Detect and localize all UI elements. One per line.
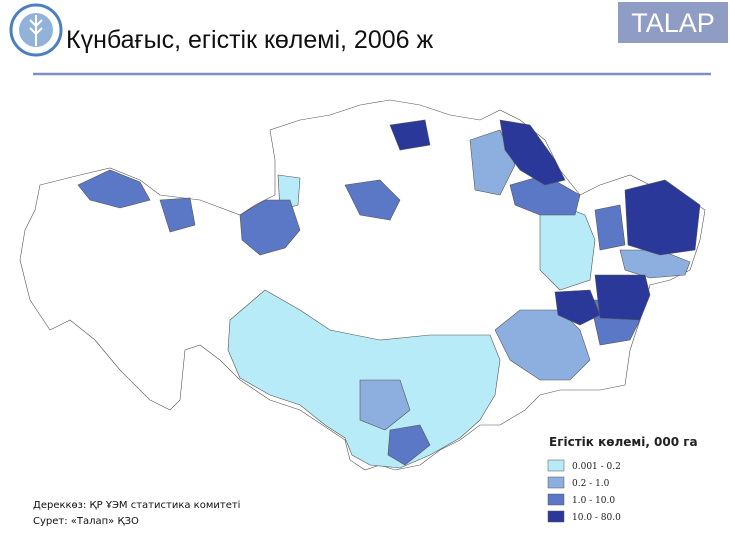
- logo: [9, 3, 63, 57]
- region: [359, 379, 411, 431]
- legend-swatch: [547, 493, 565, 506]
- title: Күнбағыс, егістік көлемі, 2006 ж: [66, 26, 433, 54]
- legend-label: 1.0 - 10.0: [572, 496, 615, 506]
- region: [554, 289, 601, 326]
- region: [227, 289, 501, 469]
- region: [469, 129, 516, 196]
- region: [499, 119, 566, 186]
- brand-box: [618, 2, 728, 43]
- brand: TALAP: [631, 8, 715, 38]
- region: [77, 169, 151, 209]
- region: [624, 179, 701, 256]
- region: [344, 179, 401, 221]
- region: [494, 309, 591, 381]
- map: [19, 99, 706, 471]
- legend-label: 10.0 - 80.0: [572, 513, 621, 523]
- region: [239, 199, 301, 256]
- source: Дереккөз: ҚР ҰЭМ статистика комитеті: [33, 499, 240, 511]
- region: [389, 119, 431, 151]
- legend-swatch: [547, 510, 565, 523]
- legend-swatch: [547, 459, 565, 472]
- region: [387, 424, 431, 466]
- region: [594, 274, 651, 321]
- credit: Сурет: «Талап» ҚЗО: [33, 516, 139, 527]
- legend-label: 0.001 - 0.2: [572, 462, 621, 472]
- region: [159, 197, 196, 233]
- legend-title: Егістік көлемі, 000 га: [549, 435, 698, 449]
- region: [594, 204, 626, 251]
- legend: 0.001 - 0.2 0.2 - 1.0 1.0 - 10.0 10.0 - 80.…: [547, 459, 621, 523]
- legend-label: 0.2 - 1.0: [572, 479, 610, 489]
- legend-swatch: [547, 476, 565, 489]
